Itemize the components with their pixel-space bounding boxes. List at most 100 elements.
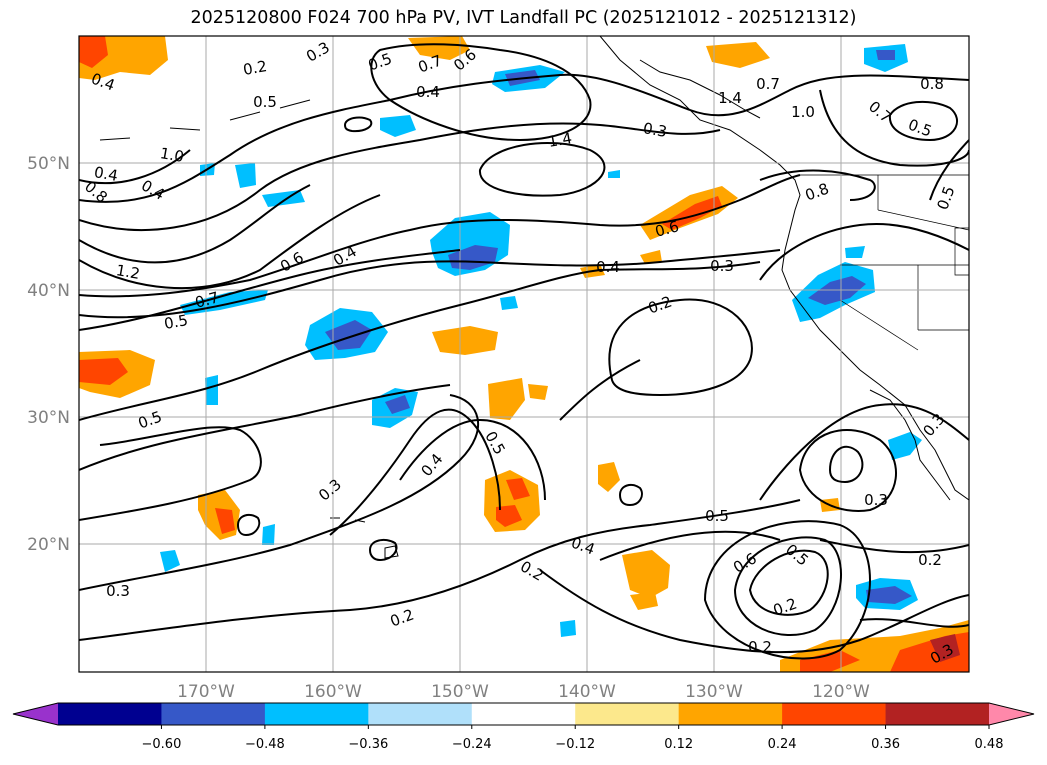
anomaly-patch	[506, 478, 530, 500]
contour-label: 0.3	[864, 491, 888, 509]
anomaly-patch	[262, 524, 275, 545]
contour-lines	[79, 43, 969, 660]
contour-label: 0.3	[710, 257, 734, 275]
anomaly-patch	[79, 36, 108, 68]
anomaly-patch	[205, 375, 218, 405]
state-border	[800, 174, 969, 351]
contour-line	[343, 116, 373, 133]
lon-label: 150°W	[431, 682, 489, 702]
coastlines	[99, 36, 969, 559]
colorbar-cell	[575, 703, 680, 725]
contour-line	[79, 184, 311, 264]
contour-line	[819, 539, 969, 554]
contour-label: 0.5	[253, 93, 277, 111]
map-canvas: 0.40.20.3 0.5 0.60.71.41.00.80.70.50.41.00…	[79, 36, 969, 672]
colorbar-cell	[264, 703, 369, 725]
anomaly-patch	[79, 358, 128, 385]
anomaly-patch	[930, 634, 960, 662]
colorbar-tick-label: −0.36	[348, 737, 388, 752]
coastline	[869, 389, 951, 501]
anomaly-patch	[876, 50, 895, 60]
anomaly-patch	[560, 620, 576, 637]
positive-anomalies	[79, 36, 969, 672]
anomaly-patch	[888, 432, 922, 460]
contour-label: 0.4	[93, 163, 120, 185]
colorbar-tick-label: −0.48	[245, 737, 285, 752]
anomaly-patch	[496, 505, 522, 527]
colorbar-tick-label: 0.48	[975, 737, 1004, 752]
contour-line	[599, 530, 781, 561]
gridlines	[79, 36, 969, 672]
anomaly-patch	[630, 592, 658, 610]
anomaly-patch	[215, 508, 235, 534]
colorbar-ticks: −0.60 −0.48 −0.36 −0.24 −0.12 0.12 0.24 0.36 0.4…	[142, 725, 1004, 752]
contour-label: 0.7	[193, 288, 221, 312]
lon-axis-labels: 170°W 160°W 150°W 140°W 130°W 120°W	[177, 682, 870, 702]
anomaly-patch	[800, 650, 860, 672]
contour-line	[370, 43, 592, 142]
anomaly-patch	[385, 395, 410, 414]
anomaly-patch	[845, 246, 865, 258]
contour-line	[79, 394, 479, 591]
contour-line	[399, 418, 546, 501]
contour-label: 0.6	[653, 217, 681, 241]
lat-label: 50°N	[27, 154, 70, 174]
contour-line	[759, 223, 969, 281]
contour-label: 0.2	[748, 638, 772, 656]
contour-line	[79, 426, 262, 521]
contour-label: 1.4	[718, 89, 742, 107]
contour-label: 0.4	[596, 258, 620, 276]
contour-line	[79, 249, 461, 331]
colorbar-tick-label: −0.24	[452, 737, 492, 752]
colorbar-cells	[58, 703, 990, 725]
contour-label: 1.0	[159, 144, 186, 166]
contour-label: 0.2	[242, 57, 269, 79]
contour-line	[79, 174, 801, 298]
colorbar-extend-low	[13, 703, 58, 725]
lat-label: 20°N	[27, 535, 70, 555]
anomaly-patch	[528, 384, 548, 400]
contour-line	[79, 122, 721, 231]
anomaly-patch	[325, 320, 372, 350]
anomaly-patch	[160, 550, 180, 572]
contour-line	[819, 89, 969, 167]
contour-line	[733, 536, 842, 636]
colorbar-cell	[885, 703, 990, 725]
lon-label: 170°W	[177, 682, 235, 702]
contour-line	[79, 194, 381, 290]
anomaly-patch	[866, 586, 912, 604]
lat-label: 40°N	[27, 281, 70, 301]
contour-line	[859, 618, 969, 628]
contour-line	[759, 169, 876, 201]
contour-label: 0.4	[416, 83, 440, 101]
anomaly-patch	[608, 170, 620, 178]
lon-label: 140°W	[558, 682, 616, 702]
colorbar: −0.60 −0.48 −0.36 −0.24 −0.12 0.12 0.24 0.36 0.4…	[12, 702, 1035, 752]
contour-label: 0.2	[918, 551, 942, 569]
anomaly-patch	[622, 550, 670, 598]
contour-label: 0.7	[756, 75, 780, 93]
contour-line	[929, 139, 969, 201]
contour-label: 0.8	[920, 75, 944, 93]
contour-line	[329, 408, 501, 536]
colorbar-cell	[161, 703, 266, 725]
colorbar-cell	[471, 703, 576, 725]
anomaly-patch	[598, 462, 620, 492]
contour-label: 0.3	[106, 582, 130, 600]
contour-line	[368, 538, 398, 562]
contour-line	[79, 149, 191, 185]
contour-line	[759, 403, 969, 501]
map-frame	[78, 35, 970, 673]
contour-line	[79, 73, 969, 203]
contour-line	[888, 100, 959, 142]
contour-line	[748, 549, 829, 616]
anomaly-patch	[640, 250, 662, 264]
anomaly-patch	[500, 296, 518, 310]
contour-line	[79, 384, 451, 471]
contour-line	[798, 429, 897, 512]
coastline	[639, 59, 761, 119]
lon-label: 120°W	[812, 682, 870, 702]
contour-line	[79, 249, 781, 319]
colorbar-extend-high	[989, 703, 1034, 725]
contour-line	[79, 499, 801, 641]
